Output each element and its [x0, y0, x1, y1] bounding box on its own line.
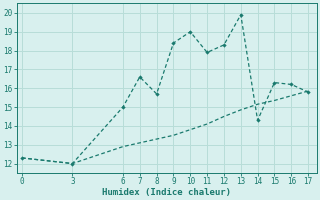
X-axis label: Humidex (Indice chaleur): Humidex (Indice chaleur)	[102, 188, 231, 197]
